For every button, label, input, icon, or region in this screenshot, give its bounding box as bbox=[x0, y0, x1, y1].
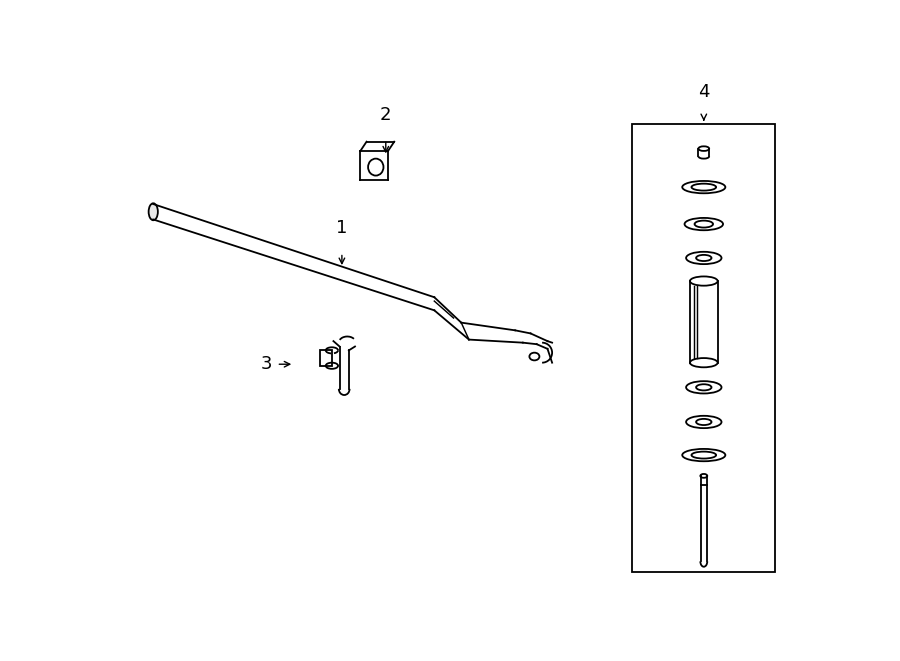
Ellipse shape bbox=[149, 204, 158, 219]
Text: 4: 4 bbox=[698, 83, 709, 101]
Text: 1: 1 bbox=[337, 219, 347, 237]
Text: 2: 2 bbox=[380, 106, 392, 124]
Bar bbox=[632, 124, 776, 572]
Text: 3: 3 bbox=[261, 355, 273, 373]
